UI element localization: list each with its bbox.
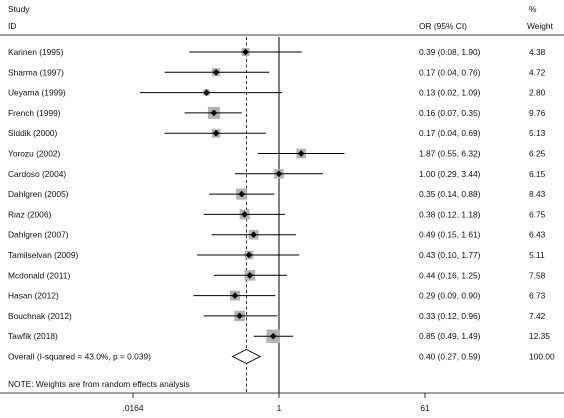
weight-value: 4.38: [529, 47, 546, 57]
point-estimate: [242, 48, 249, 56]
point-estimate: [236, 312, 243, 320]
or-ci-value: 0.13 (0.02, 1.09): [419, 88, 481, 98]
point-estimate: [212, 129, 220, 137]
weight-value: 5.11: [529, 250, 545, 260]
point-estimate: [245, 251, 253, 259]
axis-tick-label: 1: [277, 403, 282, 413]
or-ci-value: 0.17 (0.04, 0.76): [419, 67, 481, 77]
study-label: Karinen (1995): [8, 47, 64, 57]
header-study: Study: [8, 4, 30, 14]
study-label: Dahlgren (2007): [8, 230, 69, 240]
study-label: Dahlgren (2005): [8, 189, 69, 199]
footnote: NOTE: Weights are from random effects an…: [8, 379, 190, 389]
or-ci-value: 0.33 (0.12, 0.96): [419, 311, 481, 321]
weight-value: 6.15: [529, 169, 546, 179]
study-label: Yorozu (2002): [8, 149, 61, 159]
point-estimate: [297, 150, 305, 157]
weight-value: 12.35: [529, 331, 550, 341]
or-ci-value: 0.39 (0.08, 1.90): [419, 47, 481, 57]
weight-value: 6.75: [529, 209, 546, 219]
weight-value: 6.73: [529, 291, 546, 301]
study-label: Mcdonald (2011): [8, 270, 70, 280]
chart-marks: Karinen (1995) 0.39 (0.08, 1.90) 4.38 Sharm…: [8, 37, 555, 413]
weight-value: 6.43: [529, 230, 546, 240]
study-label: Riaz (2006): [8, 209, 52, 219]
or-ci-value: 0.29 (0.09, 0.90): [419, 291, 481, 301]
overall-or-ci-value: 0.40 (0.27, 0.59): [419, 352, 481, 362]
axis-tick-label: .0164: [123, 403, 144, 413]
header-percent: %: [529, 4, 537, 14]
study-label: Hasan (2012): [8, 291, 59, 301]
point-estimate: [250, 231, 257, 238]
or-ci-value: 0.16 (0.07, 0.35): [419, 108, 481, 118]
study-label: Tawfik (2018): [8, 331, 58, 341]
or-ci-value: 1.00 (0.29, 3.44): [419, 169, 481, 179]
study-label: French (1999): [8, 108, 61, 118]
or-ci-value: 1.87 (0.55, 6.32): [419, 149, 481, 159]
study-label: Sharma (1997): [8, 67, 64, 77]
point-estimate: [241, 211, 248, 218]
point-estimate: [238, 190, 246, 198]
point-estimate: [210, 109, 218, 117]
study-label: Bouchnak (2012): [8, 311, 72, 321]
weight-value: 9.76: [529, 108, 546, 118]
study-label: Cardoso (2004): [8, 169, 66, 179]
point-estimate: [212, 69, 220, 76]
overall-label: Overall (I-squared = 43.0%, p = 0.039): [8, 352, 151, 362]
overall-diamond: [231, 348, 262, 365]
or-ci-value: 0.43 (0.10, 1.77): [419, 250, 481, 260]
or-ci-value: 0.35 (0.14, 0.88): [419, 189, 481, 199]
weight-value: 5.13: [529, 128, 546, 138]
header-weight: Weight: [527, 21, 554, 31]
point-estimate: [203, 89, 210, 96]
study-label: Ueyama (1999): [8, 88, 66, 98]
or-ci-value: 0.85 (0.49, 1.49): [419, 331, 481, 341]
or-ci-value: 0.17 (0.04, 0.69): [419, 128, 481, 138]
study-label: Siddik (2000): [8, 128, 58, 138]
point-estimate: [246, 272, 254, 279]
point-estimate: [231, 292, 239, 299]
weight-value: 6.25: [529, 149, 546, 159]
point-estimate: [269, 332, 277, 340]
header-or-ci: OR (95% CI): [419, 21, 467, 31]
point-estimate: [275, 170, 283, 178]
axis-tick-label: 61: [420, 403, 430, 413]
or-ci-value: 0.44 (0.16, 1.25): [419, 270, 481, 280]
or-ci-value: 0.49 (0.15, 1.61): [419, 230, 481, 240]
overall-weight-value: 100.00: [529, 352, 555, 362]
header-id: ID: [8, 21, 16, 31]
weight-value: 4.72: [529, 67, 546, 77]
study-label: Tamilselvan (2009): [8, 250, 78, 260]
weight-value: 7.42: [529, 311, 546, 321]
or-ci-value: 0.38 (0.12, 1.18): [419, 209, 481, 219]
weight-value: 7.58: [529, 270, 546, 280]
weight-value: 2.80: [529, 88, 546, 98]
weight-value: 8.43: [529, 189, 546, 199]
